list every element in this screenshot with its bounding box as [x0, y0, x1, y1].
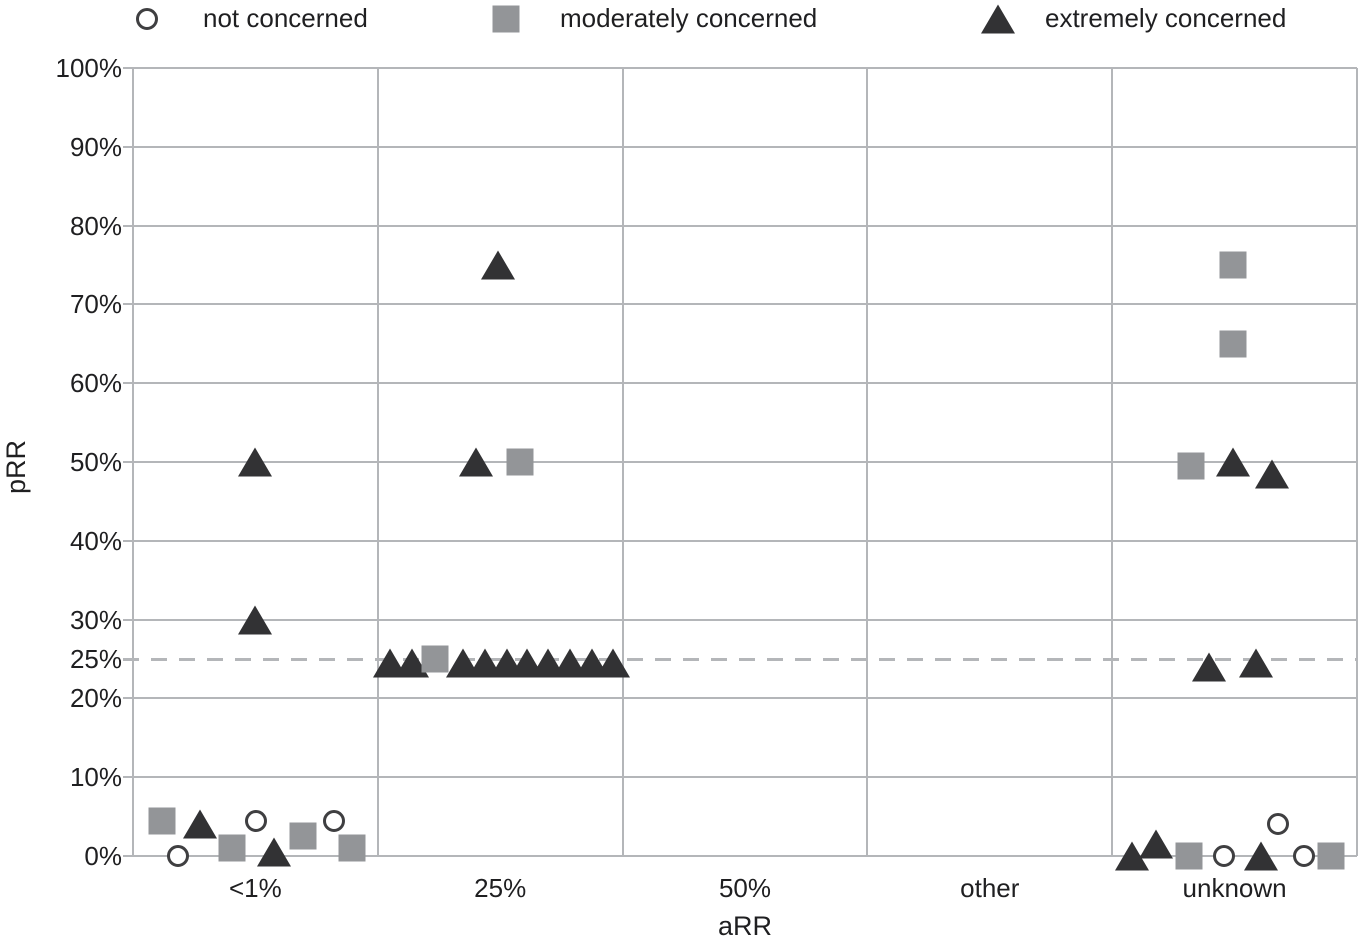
data-point-triangle	[1243, 841, 1278, 871]
y-tick-mark	[123, 697, 133, 700]
gridline-40	[133, 539, 1357, 542]
data-point-triangle	[459, 447, 494, 477]
y-tick-mark	[123, 461, 133, 463]
data-point-triangle	[481, 250, 516, 280]
gridline-10	[133, 776, 1357, 779]
legend-label-not-concerned: not concerned	[203, 3, 368, 33]
y-tick-mark	[123, 658, 133, 660]
data-point-triangle	[257, 837, 292, 867]
y-tick-label: 100%	[55, 53, 123, 83]
y-tick-label: 90%	[69, 131, 122, 162]
gridline-70	[133, 303, 1357, 306]
data-point-square	[1175, 842, 1203, 870]
data-point-triangle	[238, 605, 273, 635]
y-tick-label: 20%	[69, 683, 122, 714]
y-tick-label: 0%	[84, 841, 122, 871]
data-point-circle	[245, 809, 268, 832]
gridline-50	[133, 461, 1357, 463]
y-tick-label: 70%	[69, 289, 122, 320]
y-tick-label: 25%	[69, 644, 122, 674]
y-tick-label: 60%	[69, 368, 122, 399]
y-tick-mark	[123, 855, 133, 857]
y-tick-label: 10%	[69, 762, 122, 793]
circle-marker-icon	[136, 8, 158, 30]
y-tick-mark	[123, 224, 133, 227]
data-point-square	[1177, 452, 1205, 480]
y-tick-label: 30%	[69, 604, 122, 635]
data-point-triangle	[1191, 652, 1226, 682]
legend-label-moderately-concerned: moderately concerned	[560, 3, 818, 33]
gridline-30	[133, 618, 1357, 621]
x-tick-label: unknown	[1182, 873, 1287, 903]
data-point-square	[506, 448, 534, 476]
data-point-square	[1317, 842, 1345, 870]
data-point-triangle	[596, 648, 631, 678]
y-tick-mark	[123, 303, 133, 306]
reference-line-25pct	[123, 657, 1357, 661]
x-axis-title: aRR	[717, 911, 772, 941]
y-tick-label: 80%	[69, 210, 122, 241]
y-tick-label: 50%	[69, 447, 122, 477]
gridline-20	[133, 697, 1357, 700]
category-divider	[866, 68, 869, 856]
y-tick-mark	[123, 618, 133, 621]
data-point-triangle	[1138, 829, 1173, 859]
data-point-square	[148, 807, 176, 835]
y-tick-mark	[123, 67, 133, 69]
data-point-triangle	[183, 809, 218, 839]
data-point-square	[1219, 330, 1247, 358]
triangle-marker-icon	[981, 4, 1015, 34]
y-tick-mark	[123, 539, 133, 542]
x-tick-label: 50%	[718, 873, 772, 903]
data-point-circle	[1212, 845, 1235, 867]
category-divider	[621, 68, 624, 856]
legend-label-extremely-concerned: extremely concerned	[1045, 3, 1287, 33]
gridline-90	[133, 145, 1357, 148]
x-tick-label: 25%	[474, 873, 527, 903]
x-tick-label: other	[960, 873, 1020, 903]
data-point-triangle	[1254, 459, 1289, 489]
plot-frame-right	[1356, 68, 1358, 856]
data-point-triangle	[238, 447, 273, 477]
data-point-square	[421, 645, 449, 673]
data-point-triangle	[1238, 648, 1273, 678]
gridline-60	[133, 382, 1357, 385]
y-tick-mark	[123, 145, 133, 148]
y-tick-mark	[123, 776, 133, 779]
plot-frame-top	[133, 67, 1357, 69]
category-divider	[376, 68, 379, 856]
y-tick-mark	[123, 382, 133, 385]
y-tick-label: 40%	[69, 525, 122, 556]
data-point-square	[338, 834, 366, 862]
x-tick-label: <1%	[229, 873, 282, 903]
category-divider	[1111, 68, 1114, 856]
square-marker-icon	[492, 5, 520, 33]
data-point-square	[1219, 251, 1247, 279]
data-point-triangle	[1215, 447, 1250, 477]
data-point-square	[289, 822, 317, 850]
data-point-circle	[1292, 845, 1315, 867]
data-point-circle	[323, 809, 346, 832]
data-point-circle	[1266, 813, 1289, 836]
data-point-square	[218, 834, 246, 862]
data-point-circle	[167, 845, 190, 867]
gridline-80	[133, 224, 1357, 227]
plot-frame-bottom	[133, 855, 1357, 857]
